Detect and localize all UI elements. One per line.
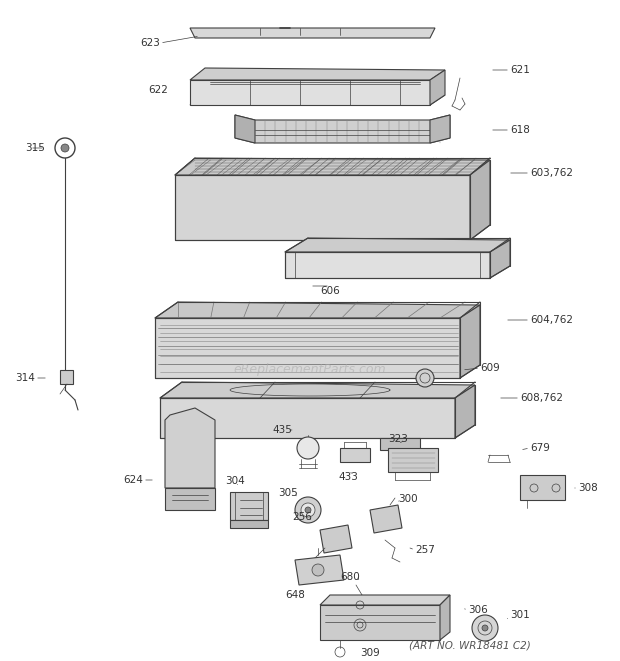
- Text: 648: 648: [285, 590, 305, 600]
- Polygon shape: [160, 398, 455, 438]
- Text: 305: 305: [278, 488, 298, 498]
- Text: 435: 435: [272, 425, 292, 435]
- Polygon shape: [320, 525, 352, 553]
- Polygon shape: [190, 28, 435, 38]
- Polygon shape: [190, 68, 445, 80]
- Polygon shape: [430, 115, 450, 143]
- Polygon shape: [285, 252, 490, 278]
- Text: 618: 618: [510, 125, 530, 135]
- Text: 680: 680: [340, 572, 360, 582]
- Text: 306: 306: [468, 605, 488, 615]
- Text: 606: 606: [320, 286, 340, 296]
- Polygon shape: [460, 305, 480, 378]
- Polygon shape: [340, 448, 370, 462]
- Polygon shape: [190, 80, 430, 105]
- Polygon shape: [175, 158, 490, 175]
- Text: 256: 256: [292, 512, 312, 522]
- Polygon shape: [235, 115, 255, 143]
- Circle shape: [305, 507, 311, 513]
- Text: 621: 621: [510, 65, 530, 75]
- Text: 608,762: 608,762: [520, 393, 563, 403]
- Text: 308: 308: [578, 483, 598, 493]
- Polygon shape: [175, 175, 470, 240]
- Circle shape: [472, 615, 498, 641]
- Polygon shape: [380, 438, 420, 450]
- Polygon shape: [430, 70, 445, 105]
- Polygon shape: [155, 302, 480, 318]
- Text: 679: 679: [530, 443, 550, 453]
- Circle shape: [312, 564, 324, 576]
- Polygon shape: [320, 605, 440, 640]
- Circle shape: [482, 625, 488, 631]
- Polygon shape: [235, 115, 450, 143]
- Polygon shape: [455, 385, 475, 438]
- Polygon shape: [230, 492, 268, 520]
- Circle shape: [297, 437, 319, 459]
- Text: 257: 257: [415, 545, 435, 555]
- Text: 309: 309: [360, 648, 380, 658]
- Text: 622: 622: [148, 85, 168, 95]
- Text: (ART NO. WR18481 C2): (ART NO. WR18481 C2): [409, 640, 531, 650]
- Polygon shape: [370, 505, 402, 533]
- Polygon shape: [440, 595, 450, 640]
- Circle shape: [301, 503, 315, 517]
- Polygon shape: [175, 438, 200, 450]
- Text: 301: 301: [510, 610, 529, 620]
- Text: 323: 323: [388, 434, 408, 444]
- Circle shape: [61, 144, 69, 152]
- Text: 623: 623: [140, 38, 160, 48]
- Polygon shape: [190, 93, 445, 105]
- Text: 624: 624: [123, 475, 143, 485]
- Polygon shape: [388, 448, 438, 472]
- Text: 603,762: 603,762: [530, 168, 573, 178]
- Text: 604,762: 604,762: [530, 315, 573, 325]
- Polygon shape: [520, 475, 565, 500]
- Polygon shape: [155, 318, 460, 378]
- Polygon shape: [285, 238, 510, 252]
- Text: 609: 609: [480, 363, 500, 373]
- Polygon shape: [165, 408, 215, 488]
- Text: eReplacementParts.com: eReplacementParts.com: [234, 364, 386, 377]
- Polygon shape: [320, 595, 450, 605]
- Circle shape: [295, 497, 321, 523]
- Polygon shape: [60, 370, 73, 384]
- Text: 300: 300: [398, 494, 418, 504]
- Polygon shape: [295, 555, 344, 585]
- Polygon shape: [470, 160, 490, 240]
- Polygon shape: [165, 488, 215, 510]
- Text: 304: 304: [225, 476, 245, 486]
- Polygon shape: [230, 520, 268, 528]
- Text: 433: 433: [338, 472, 358, 482]
- Polygon shape: [160, 382, 475, 398]
- Circle shape: [416, 369, 434, 387]
- Text: 315: 315: [25, 143, 45, 153]
- Polygon shape: [490, 240, 510, 278]
- Text: 314: 314: [15, 373, 35, 383]
